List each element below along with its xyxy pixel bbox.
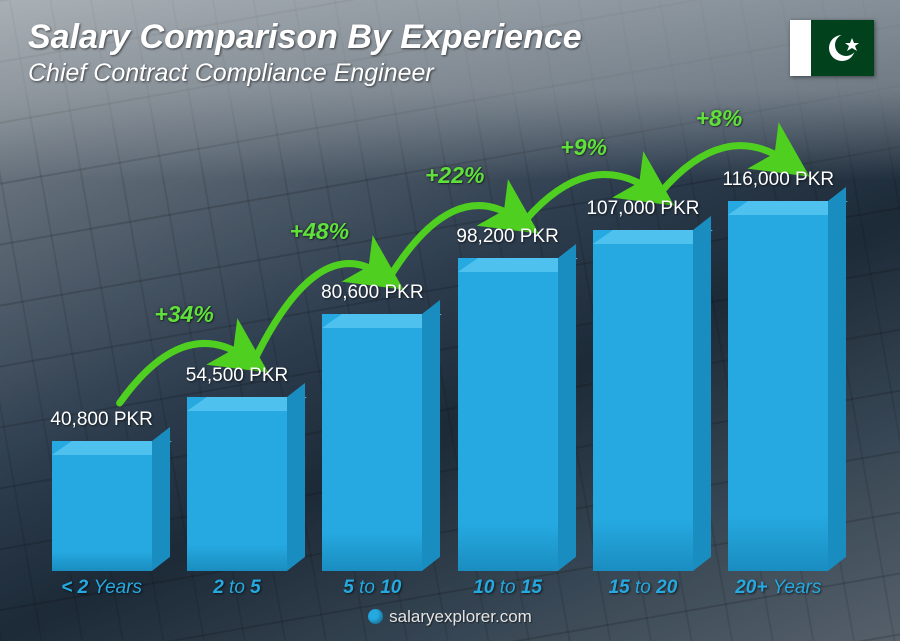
increase-pct-0: +34% — [154, 301, 213, 328]
bar-value-label: 80,600 PKR — [321, 282, 423, 304]
bar-value-label: 107,000 PKR — [586, 198, 699, 220]
bar-shape — [458, 258, 558, 571]
bar-value-label: 54,500 PKR — [186, 365, 288, 387]
pakistan-flag-icon — [790, 20, 874, 76]
bar-shape — [593, 230, 693, 571]
bar-category-label: 10 to 15 — [473, 577, 542, 599]
bar-category-label: 20+ Years — [735, 577, 821, 599]
salary-chart: 40,800 PKR < 2 Years 54,500 PKR 2 to 5 8… — [40, 101, 840, 571]
bar-category-label: 5 to 10 — [343, 577, 401, 599]
bar-category-label: 2 to 5 — [213, 577, 261, 599]
page-title: Salary Comparison By Experience — [28, 18, 872, 57]
flag-white — [790, 20, 811, 76]
bar-2: 80,600 PKR 5 to 10 — [311, 282, 434, 571]
increase-pct-3: +9% — [560, 134, 607, 161]
header: Salary Comparison By Experience Chief Co… — [28, 18, 872, 88]
page-subtitle: Chief Contract Compliance Engineer — [28, 59, 872, 88]
bar-shape — [187, 397, 287, 571]
bar-shape — [52, 441, 152, 571]
bar-4: 107,000 PKR 15 to 20 — [581, 198, 704, 571]
footer: salaryexplorer.com — [0, 607, 900, 627]
bar-shape — [322, 314, 422, 571]
bar-category-label: 15 to 20 — [609, 577, 678, 599]
bar-5: 116,000 PKR 20+ Years — [717, 169, 840, 571]
increase-pct-4: +8% — [696, 105, 743, 132]
increase-pct-2: +22% — [425, 162, 484, 189]
increase-pct-1: +48% — [290, 218, 349, 245]
bar-3: 98,200 PKR 10 to 15 — [446, 226, 569, 571]
bar-category-label: < 2 Years — [61, 577, 142, 599]
logo-icon — [368, 609, 383, 624]
footer-text: salaryexplorer.com — [389, 607, 532, 626]
bar-value-label: 116,000 PKR — [722, 169, 834, 191]
bar-shape — [728, 201, 828, 571]
bar-value-label: 40,800 PKR — [50, 409, 152, 431]
bar-value-label: 98,200 PKR — [456, 226, 558, 248]
bar-0: 40,800 PKR < 2 Years — [40, 409, 163, 571]
bar-1: 54,500 PKR 2 to 5 — [175, 365, 298, 571]
